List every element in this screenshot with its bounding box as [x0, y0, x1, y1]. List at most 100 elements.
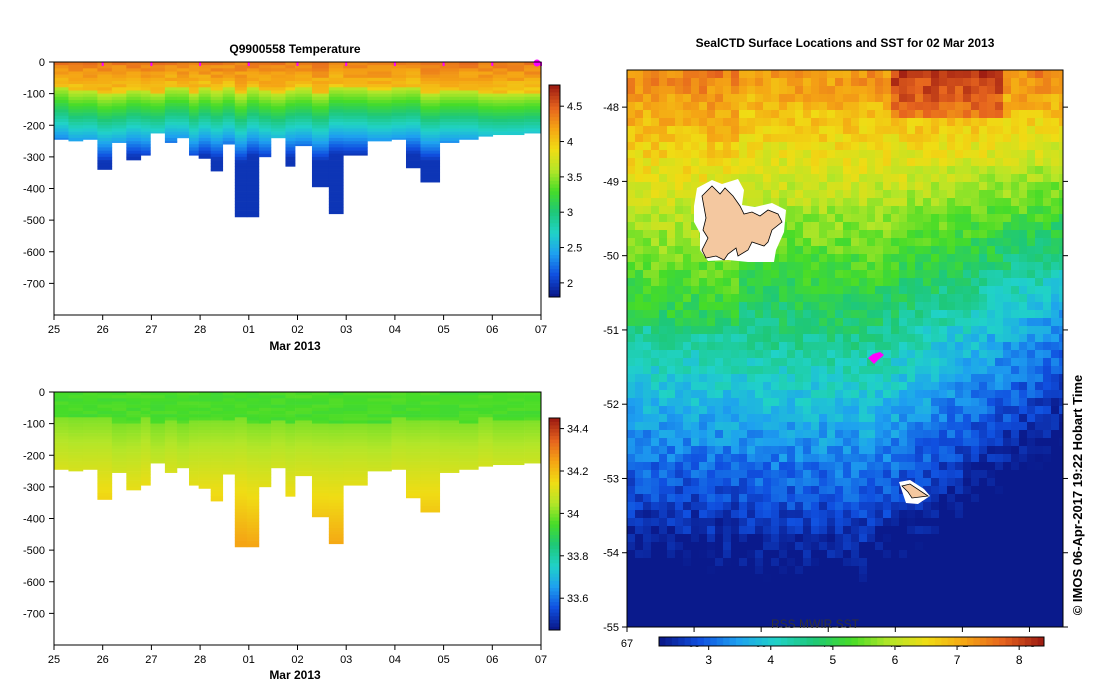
profile-cell — [367, 90, 392, 94]
sst-cell — [651, 286, 660, 295]
sst-cell — [1043, 454, 1052, 463]
sst-cell — [691, 150, 700, 159]
sst-cell — [795, 158, 804, 167]
profile-cell — [68, 106, 84, 110]
sst-cell — [1051, 310, 1060, 319]
sst-cell — [835, 358, 844, 367]
sst-cell — [947, 390, 956, 399]
sst-cell — [763, 382, 772, 391]
sst-cell — [1011, 454, 1020, 463]
sst-cell — [715, 150, 724, 159]
sst-cell — [843, 294, 852, 303]
sst-cell — [627, 454, 636, 463]
sst-cell — [795, 462, 804, 471]
profile-cell — [343, 62, 368, 66]
profile-cell — [189, 480, 199, 485]
sst-cell — [771, 342, 780, 351]
sst-cell — [835, 126, 844, 135]
profile-cell — [246, 423, 260, 428]
profile-cell — [164, 141, 178, 143]
sst-cell — [651, 222, 660, 231]
profile-cell — [189, 392, 199, 396]
profile-cell — [198, 99, 212, 104]
profile-cell — [97, 93, 113, 98]
sst-cell — [955, 126, 964, 135]
sst-cell — [787, 350, 796, 359]
sst-cell — [747, 374, 756, 383]
profile-cell — [97, 401, 113, 405]
profile-cell — [391, 115, 407, 120]
sst-cell — [979, 182, 988, 191]
profile-cell — [258, 68, 272, 72]
profile-cell — [140, 99, 151, 104]
profile-cell — [343, 436, 368, 440]
sst-cell — [1019, 326, 1028, 335]
profile-cell — [420, 93, 441, 98]
sst-cell — [843, 286, 852, 295]
profile-cell — [328, 509, 344, 513]
sst-cell — [1027, 294, 1036, 303]
profile-cell — [270, 410, 286, 415]
profile-cell — [295, 445, 313, 450]
sst-cell — [755, 270, 764, 279]
profile-cell — [198, 407, 212, 412]
sst-cell — [931, 254, 940, 263]
sst-cell — [811, 374, 820, 383]
profile-cell — [285, 84, 296, 88]
sst-cell — [915, 166, 924, 175]
sst-cell — [987, 398, 996, 407]
sst-cell — [939, 230, 948, 239]
sst-cell — [1051, 342, 1060, 351]
profile-cell — [328, 524, 344, 529]
profile-cell — [246, 524, 260, 529]
sst-cell — [819, 342, 828, 351]
profile-cell — [246, 537, 260, 541]
profile-cell — [507, 439, 525, 443]
sst-cell — [651, 454, 660, 463]
sst-cell — [979, 70, 988, 79]
sst-cell — [771, 70, 780, 79]
profile-cell — [198, 404, 212, 409]
profile-cell — [140, 96, 151, 101]
profile-cell — [328, 442, 344, 447]
sst-cell — [787, 262, 796, 271]
profile-cell — [234, 448, 248, 453]
profile-cell — [140, 134, 151, 139]
sst-cell — [643, 198, 652, 207]
profile-cell — [343, 407, 368, 412]
sst-cell — [1019, 126, 1028, 135]
profile-cell — [258, 410, 272, 415]
sst-cell — [667, 238, 676, 247]
sst-cell — [803, 382, 812, 391]
sst-cell — [747, 150, 756, 159]
colorbar-swatch — [549, 244, 560, 248]
sst-cell — [795, 190, 804, 199]
sst-cell — [963, 70, 972, 79]
profile-cell — [54, 128, 69, 132]
sst-cell — [979, 334, 988, 343]
profile-cell — [478, 401, 494, 405]
profile-cell — [150, 118, 166, 123]
sst-cell — [907, 78, 916, 87]
profile-cell — [258, 96, 272, 101]
sst-cell — [723, 262, 732, 271]
sst-cell — [1027, 134, 1036, 143]
sst-cell — [979, 454, 988, 463]
profile-cell — [478, 80, 494, 85]
sst-cell — [955, 150, 964, 159]
profile-cell — [210, 423, 224, 428]
profile-cell — [405, 474, 421, 478]
sst-cell — [939, 374, 948, 383]
profile-cell — [54, 448, 69, 453]
sst-cell — [659, 278, 668, 287]
profile-cell — [270, 125, 286, 129]
profile-cell — [459, 448, 479, 453]
sst-cell — [627, 446, 636, 455]
sst-cell — [1027, 454, 1036, 463]
sst-cell — [963, 222, 972, 231]
sst-cell — [851, 286, 860, 295]
sst-cell — [907, 102, 916, 111]
profile-cell — [222, 96, 236, 101]
sst-cell — [755, 134, 764, 143]
sst-cell — [979, 390, 988, 399]
